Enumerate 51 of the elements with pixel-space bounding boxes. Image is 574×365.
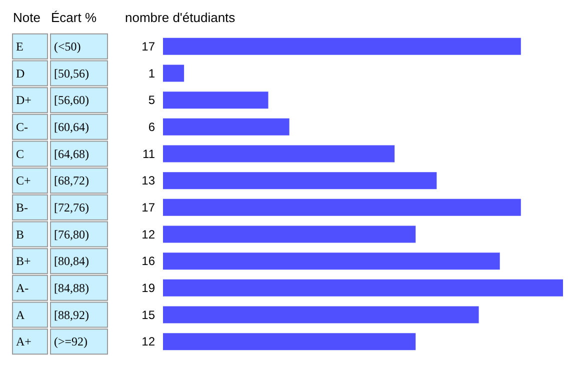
data-label: 17 (142, 200, 156, 214)
y2-tick-label: [88,92) (54, 308, 89, 322)
y-tick-label: B (16, 227, 24, 242)
data-label: 1 (148, 66, 156, 80)
bar (163, 198, 521, 216)
y2-tick-label: (<50) (54, 39, 81, 54)
data-label: 17 (142, 39, 156, 54)
bar (163, 306, 479, 324)
y2-tick-label: [84,88) (54, 280, 89, 295)
bar (163, 64, 184, 82)
y-tick-label: A- (16, 280, 29, 295)
y-tick-label: C (16, 146, 24, 161)
bar (163, 92, 268, 109)
y-tick-label: D+ (16, 93, 32, 108)
data-label: 13 (142, 174, 156, 188)
y2-tick-label: [50,56) (54, 66, 89, 80)
bar (163, 279, 563, 296)
bar (163, 252, 500, 270)
bar (163, 172, 437, 190)
y2-tick-label: [64,68) (54, 146, 89, 161)
y2-tick-label: [80,84) (54, 254, 89, 268)
data-label: 19 (142, 280, 156, 295)
y2-tick-label: (>=92) (54, 334, 88, 349)
data-label: 16 (142, 254, 156, 268)
bar (163, 333, 416, 350)
data-label: 6 (148, 120, 156, 134)
y-tick-label: A (16, 308, 25, 322)
data-label: 12 (142, 334, 156, 349)
x-axis-title: nombre d'étudiants (125, 10, 236, 25)
y-axis-title: Note (13, 10, 40, 25)
y-tick-label: C- (16, 120, 28, 134)
y-tick-label: B- (16, 200, 28, 214)
bar (163, 118, 290, 136)
y-tick-label: E (16, 39, 24, 54)
y2-tick-label: [68,72) (54, 174, 89, 188)
y-tick-label: C+ (16, 174, 32, 188)
data-label: 15 (142, 308, 156, 322)
data-label: 5 (148, 93, 156, 108)
y2-tick-label: [60,64) (54, 120, 89, 134)
y-tick-label: D (16, 66, 25, 80)
y2-tick-label: [72,76) (54, 200, 89, 214)
y2-tick-label: [56,60) (54, 93, 89, 108)
bar (163, 145, 395, 162)
data-label: 12 (142, 227, 156, 242)
y2-axis-title: Écart % (51, 10, 97, 25)
y2-tick-label: [76,80) (54, 227, 89, 242)
bar (163, 226, 416, 243)
y-tick-label: A+ (16, 334, 32, 349)
data-label: 11 (142, 146, 156, 161)
bar (163, 38, 521, 55)
y-tick-label: B+ (16, 254, 32, 268)
